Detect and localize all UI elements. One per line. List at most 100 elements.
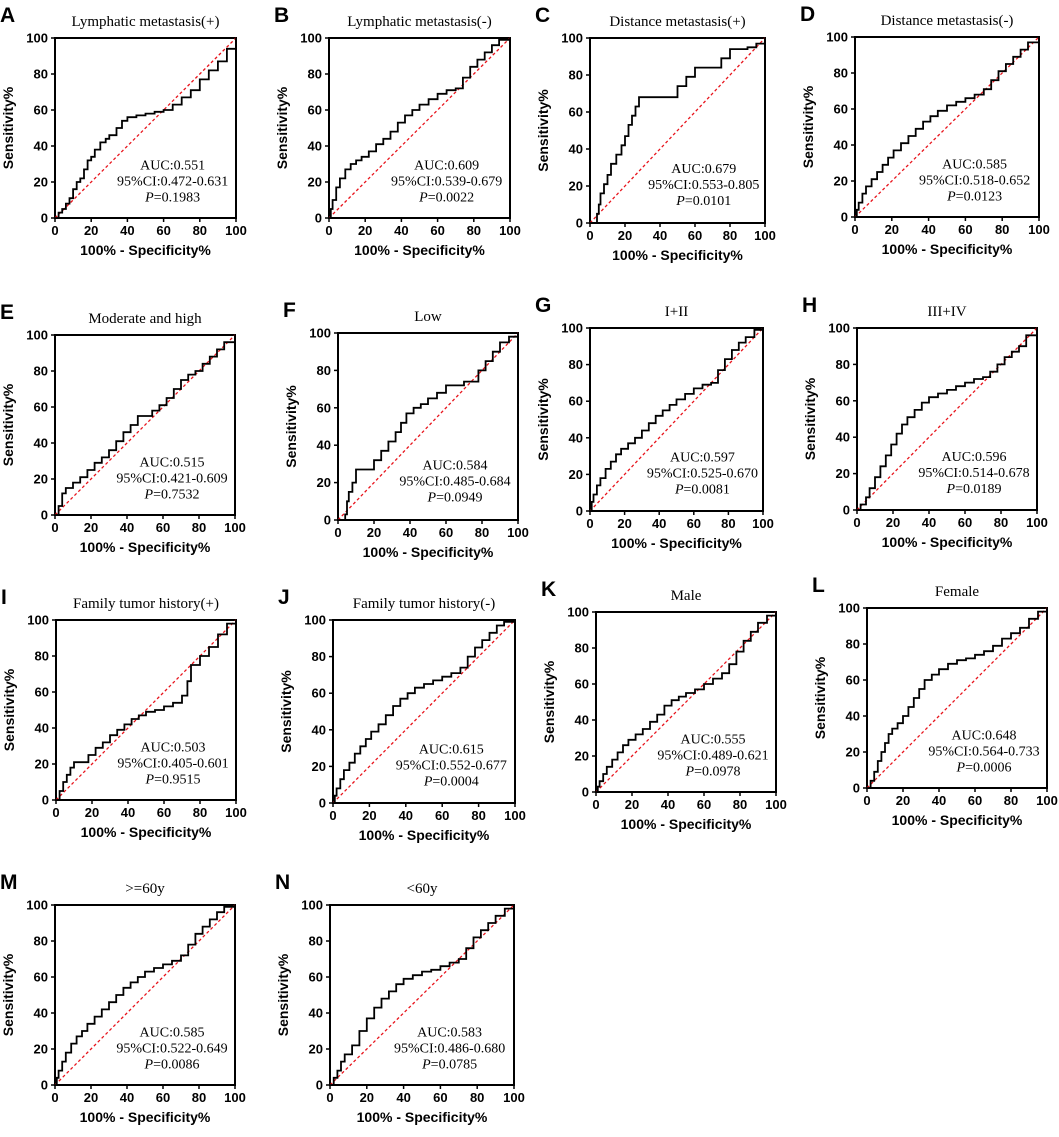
y-tick-label: 0: [316, 1078, 323, 1093]
y-axis-label: Sensitivity%: [800, 85, 816, 168]
panel-label: F: [283, 299, 296, 322]
p-value-text: P=0.1983: [144, 190, 200, 205]
roc-panel-l: L Female 00 20 20 40 40 60 60 80 80 100 100 100% - Sp…: [812, 574, 1058, 828]
p-value: =0.0978: [694, 764, 740, 779]
p-value: =0.0949: [436, 491, 482, 506]
x-tick-label: 20: [360, 1090, 374, 1105]
panel-label: H: [802, 294, 817, 317]
p-value-text: P=0.0004: [423, 775, 479, 790]
reference-line: [589, 327, 764, 512]
y-tick-label: 40: [569, 142, 583, 157]
ci-text: 95%CI:0.553-0.805: [648, 178, 759, 193]
auc-text: AUC:0.503: [141, 740, 206, 755]
y-tick-label: 60: [308, 103, 322, 118]
y-tick-label: 0: [319, 796, 326, 811]
y-tick-label: 60: [846, 673, 860, 688]
y-tick-label: 100: [26, 328, 48, 343]
roc-panel-e: E Moderate and high 00 20 20 40 40 60 60 80 80 100 1…: [0, 301, 246, 555]
x-tick-label: 20: [85, 805, 99, 820]
x-tick-label: 40: [399, 808, 413, 823]
plot-frame: [866, 607, 1048, 789]
panel-label: C: [535, 4, 550, 27]
y-axis-label: Sensitivity%: [812, 656, 828, 739]
roc-curve: [329, 38, 511, 219]
plot-frame: [589, 327, 764, 512]
plot-frame: [856, 327, 1038, 511]
x-tick-label: 40: [652, 516, 666, 531]
x-tick-label: 100: [225, 805, 247, 820]
x-tick-label: 80: [995, 222, 1009, 237]
y-tick-label: 60: [317, 400, 331, 415]
panel-title: Family tumor history(+): [73, 596, 219, 612]
p-value-text: P=0.9515: [145, 772, 201, 787]
y-tick-label: 60: [569, 105, 583, 120]
ci-text: 95%CI:0.405-0.601: [117, 756, 228, 771]
x-tick-label: 80: [721, 516, 735, 531]
auc-text: AUC:0.648: [952, 728, 1017, 743]
y-tick-label: 80: [309, 934, 323, 949]
auc-text: AUC:0.555: [681, 732, 746, 747]
ci-text: 95%CI:0.564-0.733: [928, 744, 1039, 759]
roc-panel-d: D Distance metastasis(-) 00 20 20 40 40 60 60 80 8…: [800, 3, 1050, 257]
ci-text: 95%CI:0.539-0.679: [391, 174, 502, 189]
roc-panel-n: N <60y 00 20 20 40 40 60 60 80 80 100 100 100% - Spec…: [275, 871, 525, 1125]
p-symbol: P: [423, 775, 433, 790]
y-axis-label: Sensitivity%: [0, 953, 16, 1036]
p-value-text: P=0.0785: [421, 1057, 477, 1072]
panel-title: Distance metastasis(-): [881, 13, 1014, 29]
y-tick-label: 60: [569, 394, 583, 409]
p-symbol: P: [674, 483, 684, 498]
y-tick-label: 20: [34, 175, 48, 190]
y-tick-label: 40: [34, 1006, 48, 1021]
roc-panel-m: M >=60y 00 20 20 40 40 60 60 80 80 100 100 100% - Spe…: [0, 871, 246, 1125]
ci-text: 95%CI:0.486-0.680: [394, 1041, 505, 1056]
y-tick-label: 40: [308, 139, 322, 154]
x-tick-label: 40: [932, 793, 946, 808]
auc-text: AUC:0.615: [419, 743, 484, 758]
x-tick-label: 40: [396, 1090, 410, 1105]
ci-text: 95%CI:0.525-0.670: [647, 467, 758, 482]
x-tick-label: 20: [358, 223, 372, 238]
y-tick-label: 20: [308, 175, 322, 190]
p-value-text: P=0.0978: [685, 764, 741, 779]
panel-label: G: [535, 294, 551, 317]
panel-title: <60y: [407, 881, 438, 897]
x-tick-label: 60: [958, 222, 972, 237]
y-tick-label: 0: [843, 503, 850, 518]
x-tick-label: 80: [470, 1090, 484, 1105]
x-tick-label: 60: [156, 520, 170, 535]
y-tick-label: 20: [34, 472, 48, 487]
y-tick-label: 80: [35, 649, 49, 664]
y-tick-label: 20: [34, 1042, 48, 1057]
y-tick-label: 40: [35, 721, 49, 736]
reference-line: [54, 334, 236, 516]
y-tick-label: 0: [582, 785, 589, 800]
ci-text: 95%CI:0.472-0.631: [117, 174, 228, 189]
panel-label: J: [278, 586, 290, 609]
panel-label: A: [0, 4, 15, 27]
panel-title: Male: [671, 588, 702, 604]
x-tick-label: 60: [157, 805, 171, 820]
roc-curve: [338, 333, 519, 521]
auc-text: AUC:0.609: [414, 158, 479, 173]
x-tick-label: 0: [51, 1090, 58, 1105]
x-axis-label: 100% - Specificity%: [621, 816, 752, 832]
y-tick-label: 80: [836, 357, 850, 372]
y-tick-label: 0: [41, 211, 48, 226]
p-value-text: P=0.0949: [427, 491, 483, 506]
p-value: =0.0004: [432, 775, 478, 790]
y-tick-label: 0: [315, 211, 322, 226]
y-axis-label: Sensitivity%: [535, 378, 551, 461]
x-tick-label: 40: [922, 515, 936, 530]
x-tick-label: 0: [325, 223, 332, 238]
panel-title: Lymphatic metastasis(+): [71, 14, 219, 30]
y-axis-label: Sensitivity%: [278, 670, 294, 753]
x-axis-label: 100% - Specificity%: [882, 241, 1013, 257]
y-tick-label: 80: [312, 649, 326, 664]
p-symbol: P: [144, 190, 154, 205]
p-value-text: P=0.0189: [946, 482, 1002, 497]
x-tick-label: 60: [439, 525, 453, 540]
x-tick-label: 40: [120, 520, 134, 535]
roc-panel-a: A Lymphatic metastasis(+) 00 20 20 40 40 60 60 80…: [0, 4, 247, 258]
y-tick-label: 0: [41, 1078, 48, 1093]
